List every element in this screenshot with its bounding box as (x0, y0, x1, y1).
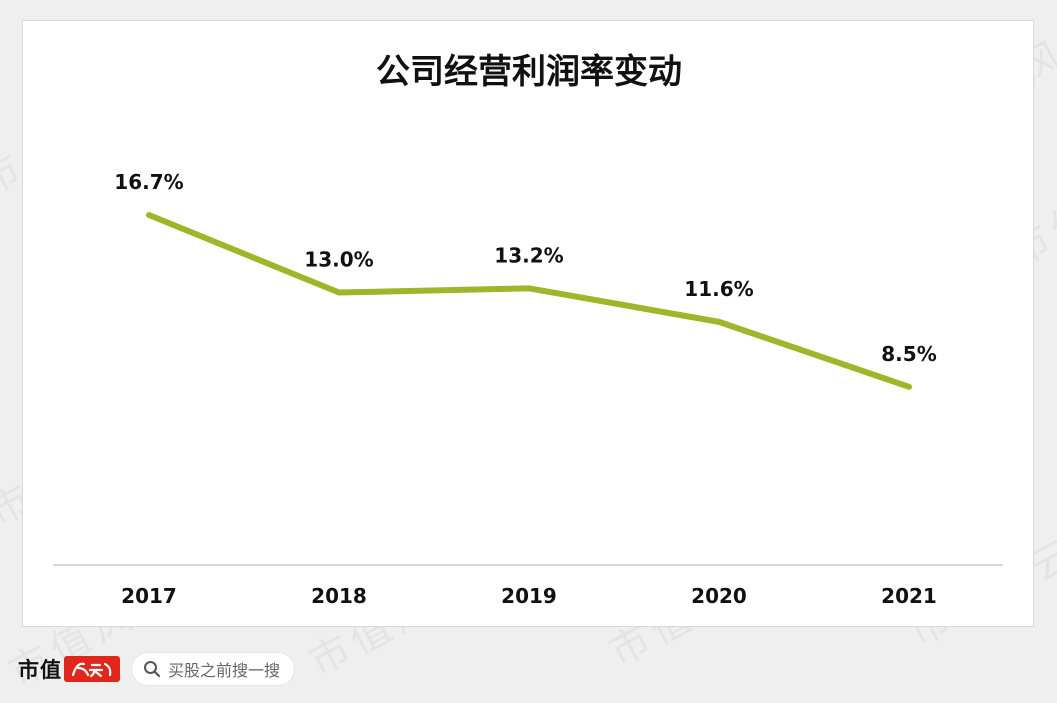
search-placeholder-text: 买股之前搜一搜 (168, 661, 281, 680)
x-tick-label-2018: 2018 (311, 584, 367, 608)
data-label-2018: 13.0% (304, 248, 373, 272)
data-point-2020 (718, 320, 720, 323)
data-label-2017: 16.7% (114, 170, 183, 194)
footer: 市值 买股之前搜一搜 (18, 650, 295, 688)
data-point-2017 (148, 213, 150, 216)
search-box[interactable]: 买股之前搜一搜 (132, 653, 295, 685)
series-line (146, 211, 912, 390)
x-tick-label-2021: 2021 (881, 584, 937, 608)
data-label-2020: 11.6% (684, 277, 753, 301)
data-point-2018 (338, 291, 340, 294)
chart-marks: 16.7% 13.0% 13.2% 11.6% 8.5% (114, 170, 937, 390)
data-label-2021: 8.5% (881, 342, 936, 366)
brand-seal (64, 656, 120, 682)
x-tick-label-2017: 2017 (121, 584, 177, 608)
brand-text: 市值 (18, 657, 62, 682)
data-label-2019: 13.2% (494, 243, 563, 267)
data-point-2021 (908, 385, 910, 388)
brand-logo: 市值 (18, 654, 120, 684)
x-tick-label-2019: 2019 (501, 584, 557, 608)
chart-card: 公司经营利润率变动 16.7% 13.0% 13.2% 11.6% 8.5% 2017 2… (22, 20, 1034, 627)
x-tick-labels: 2017 2018 2019 2020 2021 (121, 584, 937, 608)
chart-title: 公司经营利润率变动 (376, 52, 682, 92)
brand-seal-glyph (71, 662, 112, 678)
data-point-2019 (528, 287, 530, 290)
line-chart: 公司经营利润率变动 16.7%13.0% 13.2%11.6%8.5% 2017 2… (53, 52, 1003, 608)
magnifier-icon (142, 659, 162, 679)
x-tick-label-2020: 2020 (691, 584, 747, 608)
